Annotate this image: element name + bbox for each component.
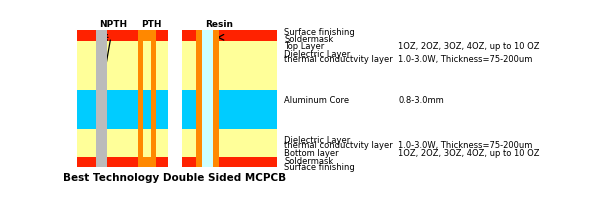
Text: Surface finishing: Surface finishing [284, 28, 355, 37]
Text: Top Layer: Top Layer [284, 42, 325, 51]
Text: 1.0-3.0W, Thickness=75-200um: 1.0-3.0W, Thickness=75-200um [398, 55, 533, 64]
Text: thermal conductvity layer: thermal conductvity layer [284, 141, 393, 150]
Bar [77, 90, 277, 129]
Bar [77, 30, 277, 41]
Text: Dielectric Layer: Dielectric Layer [284, 135, 350, 144]
Text: Resin: Resin [205, 20, 233, 29]
Text: Soldermask: Soldermask [284, 156, 334, 165]
Bar [202, 30, 213, 168]
Bar [77, 157, 277, 168]
Text: Bottom layer: Bottom layer [284, 149, 339, 158]
Text: Surface finishing: Surface finishing [284, 163, 355, 172]
Text: 1OZ, 2OZ, 3OZ, 4OZ, up to 10 OZ: 1OZ, 2OZ, 3OZ, 4OZ, up to 10 OZ [398, 149, 539, 158]
Text: Soldermask: Soldermask [284, 35, 334, 44]
Text: Best Technology Double Sided MCPCB: Best Technology Double Sided MCPCB [64, 173, 287, 183]
Text: Dielectric Layer: Dielectric Layer [284, 50, 350, 59]
Bar [196, 30, 219, 168]
Text: PTH: PTH [142, 20, 162, 29]
Text: 1OZ, 2OZ, 3OZ, 4OZ, up to 10 OZ: 1OZ, 2OZ, 3OZ, 4OZ, up to 10 OZ [398, 42, 539, 51]
Text: 1.0-3.0W, Thickness=75-200um: 1.0-3.0W, Thickness=75-200um [398, 141, 533, 150]
Bar [77, 30, 277, 168]
Bar [97, 30, 107, 168]
Text: 0.8-3.0mm: 0.8-3.0mm [398, 96, 444, 105]
Bar [138, 30, 157, 168]
Text: NPTH: NPTH [99, 20, 127, 29]
Text: Aluminum Core: Aluminum Core [284, 96, 349, 105]
Bar [168, 30, 182, 168]
Text: thermal conductvity layer: thermal conductvity layer [284, 55, 393, 64]
Bar [168, 30, 182, 168]
Bar [143, 90, 151, 129]
Bar [143, 41, 151, 157]
